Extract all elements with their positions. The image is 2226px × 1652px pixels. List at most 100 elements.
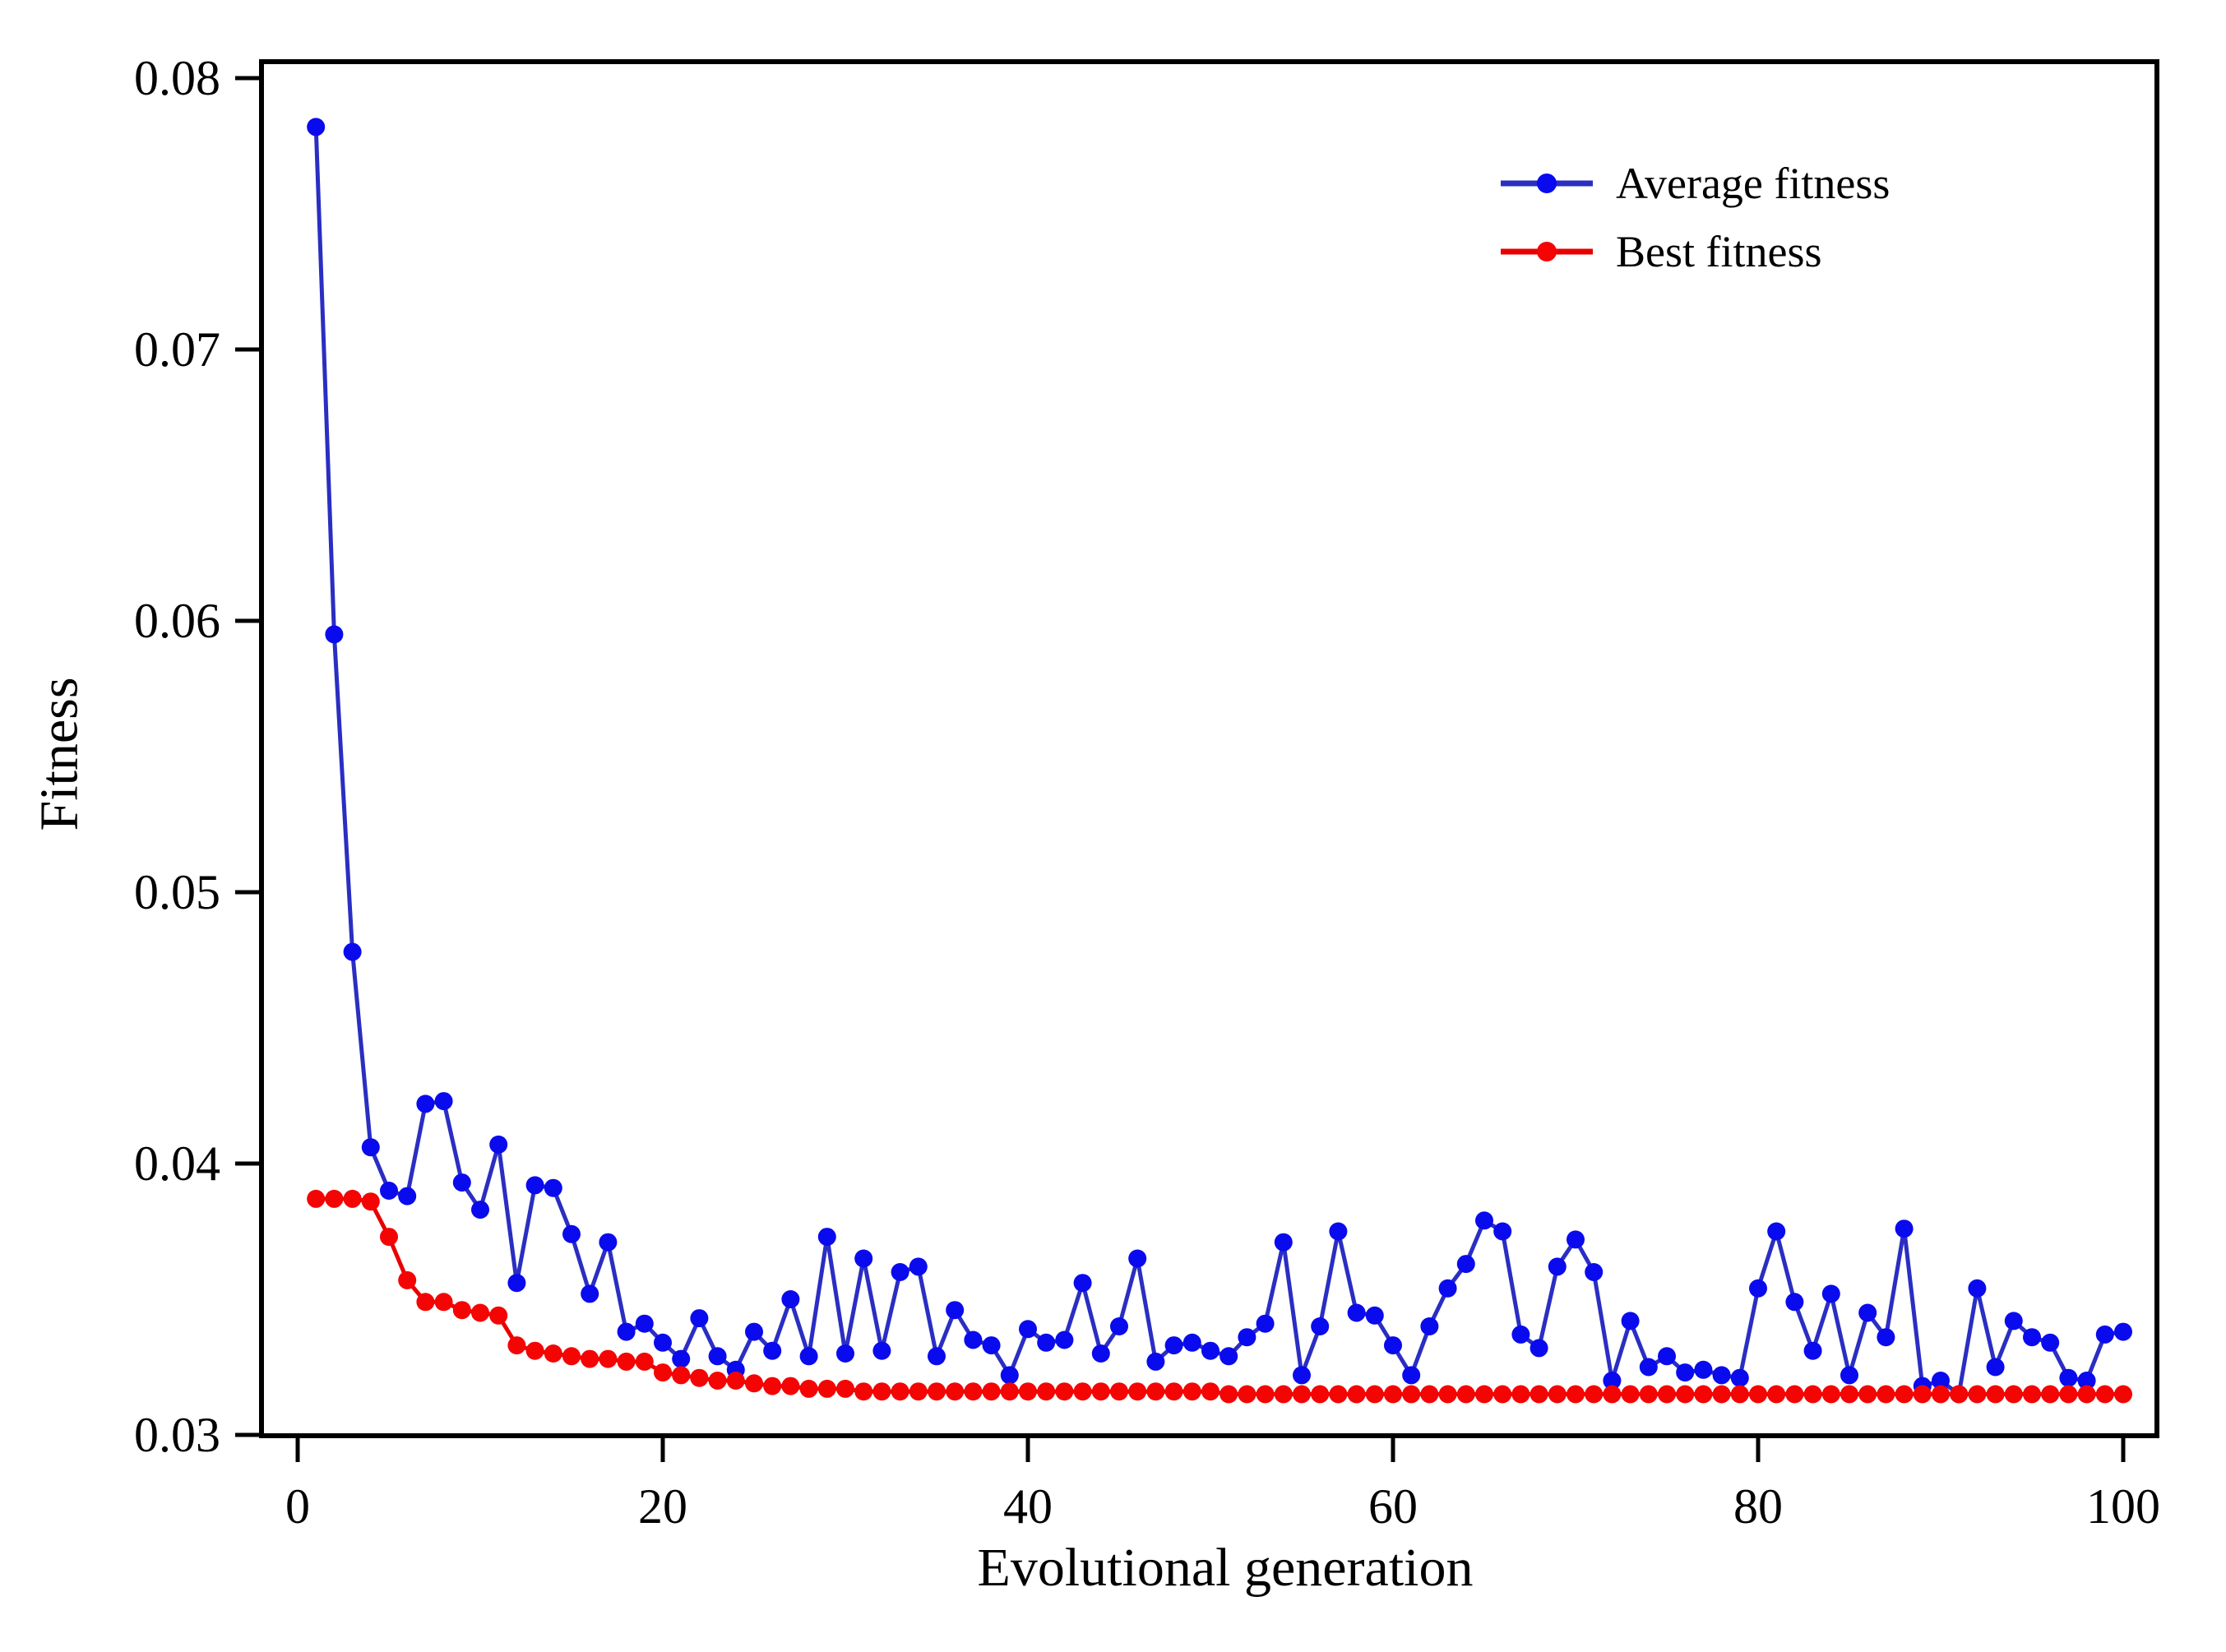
average-fitness-point — [1110, 1317, 1128, 1335]
best-fitness-point — [745, 1374, 763, 1393]
best-fitness-point — [726, 1372, 745, 1390]
best-fitness-point — [1128, 1382, 1147, 1401]
best-fitness-point — [1749, 1385, 1767, 1404]
average-fitness-line — [313, 127, 2124, 1396]
average-fitness-point — [1968, 1279, 1987, 1298]
average-fitness-point — [1621, 1312, 1640, 1330]
best-fitness-point — [416, 1293, 435, 1312]
best-fitness-point — [1694, 1385, 1713, 1404]
best-fitness-point — [1712, 1385, 1731, 1404]
average-fitness-point — [763, 1341, 782, 1360]
x-tick-label: 80 — [1733, 1479, 1783, 1534]
average-fitness-point — [1821, 1284, 1840, 1303]
best-fitness-point — [891, 1382, 909, 1401]
legend-marker — [1537, 242, 1557, 261]
best-fitness-point — [544, 1344, 562, 1363]
average-fitness-point — [1639, 1358, 1658, 1377]
best-fitness-point — [817, 1379, 836, 1398]
best-fitness-point — [1274, 1385, 1293, 1404]
best-fitness-point — [1730, 1385, 1749, 1404]
average-fitness-point — [380, 1182, 398, 1200]
average-fitness-point — [2095, 1325, 2114, 1344]
best-fitness-point — [1603, 1385, 1622, 1404]
best-fitness-point — [1055, 1382, 1074, 1401]
best-fitness-point — [2059, 1385, 2078, 1404]
legend-marker — [1537, 174, 1557, 193]
average-fitness-point — [1676, 1363, 1695, 1382]
best-fitness-point — [1329, 1385, 1348, 1404]
average-fitness-point — [1895, 1219, 1914, 1238]
best-fitness-point — [1164, 1382, 1183, 1401]
best-fitness-point — [1858, 1385, 1877, 1404]
best-fitness-point — [1347, 1385, 1366, 1404]
best-fitness-point — [1019, 1382, 1037, 1401]
average-fitness-point — [2041, 1333, 2060, 1352]
best-fitness-point — [1293, 1385, 1311, 1404]
average-fitness-point — [1347, 1303, 1366, 1322]
average-fitness-point — [635, 1314, 654, 1333]
best-fitness-point — [1456, 1385, 1475, 1404]
best-fitness-point — [1238, 1385, 1256, 1404]
average-fitness-point — [1840, 1366, 1858, 1385]
average-fitness-point — [361, 1138, 380, 1157]
best-fitness-point — [928, 1382, 946, 1401]
average-fitness-point — [1019, 1320, 1037, 1339]
average-fitness-point — [1146, 1352, 1165, 1371]
average-fitness-point — [2023, 1328, 2041, 1347]
average-fitness-point — [1311, 1317, 1330, 1335]
best-fitness-point — [1767, 1385, 1786, 1404]
best-fitness-point — [380, 1228, 398, 1247]
x-tick-label: 60 — [1368, 1479, 1418, 1534]
best-fitness-point — [946, 1382, 965, 1401]
best-fitness-point — [1621, 1385, 1640, 1404]
best-fitness-point — [1182, 1382, 1201, 1401]
best-fitness-point — [690, 1368, 709, 1387]
average-fitness-point — [471, 1201, 489, 1219]
best-fitness-point — [1073, 1382, 1092, 1401]
best-fitness-point — [1639, 1385, 1658, 1404]
average-fitness-point — [1585, 1263, 1604, 1281]
best-fitness-point — [1986, 1385, 2005, 1404]
plot-frame — [259, 59, 2159, 1438]
average-fitness-point — [1658, 1347, 1676, 1366]
legend-label: Best fitness — [1616, 227, 1822, 276]
best-fitness-point — [489, 1306, 508, 1325]
best-fitness-point — [361, 1192, 380, 1211]
best-fitness-point — [2023, 1385, 2041, 1404]
best-fitness-point — [343, 1189, 362, 1208]
average-fitness-point — [2059, 1368, 2078, 1387]
best-fitness-point — [1091, 1382, 1110, 1401]
average-fitness-point — [1329, 1222, 1348, 1241]
x-axis-title: Evolutional generation — [978, 1538, 1474, 1598]
average-fitness-point — [817, 1228, 836, 1247]
y-tick-label: 0.08 — [134, 51, 220, 105]
average-fitness-point — [964, 1330, 983, 1349]
legend-label: Average fitness — [1616, 159, 1890, 208]
average-fitness-point — [1201, 1341, 1219, 1360]
average-fitness-point — [343, 942, 362, 961]
average-fitness-point — [1256, 1314, 1275, 1333]
average-fitness-point — [1037, 1333, 1056, 1352]
y-tick-label: 0.06 — [134, 594, 220, 648]
best-fitness-point — [1511, 1385, 1530, 1404]
best-fitness-point — [982, 1382, 1001, 1401]
average-fitness-point — [799, 1347, 818, 1366]
best-fitness-point — [617, 1352, 636, 1371]
best-fitness-point — [1676, 1385, 1695, 1404]
best-fitness-point — [2004, 1385, 2023, 1404]
average-fitness-point — [599, 1233, 618, 1252]
best-fitness-point — [1384, 1385, 1402, 1404]
average-fitness-point — [416, 1094, 435, 1113]
best-fitness-point — [1950, 1385, 1969, 1404]
best-fitness-point — [1219, 1385, 1238, 1404]
best-fitness-line — [316, 1196, 2123, 1396]
best-fitness-point — [1438, 1385, 1457, 1404]
best-fitness-point — [307, 1189, 326, 1208]
average-fitness-point — [544, 1178, 562, 1197]
best-fitness-point — [599, 1349, 618, 1368]
average-fitness-point — [398, 1187, 417, 1205]
best-fitness-point — [1821, 1385, 1840, 1404]
average-fitness-point — [562, 1224, 581, 1243]
best-fitness-point — [854, 1382, 873, 1401]
